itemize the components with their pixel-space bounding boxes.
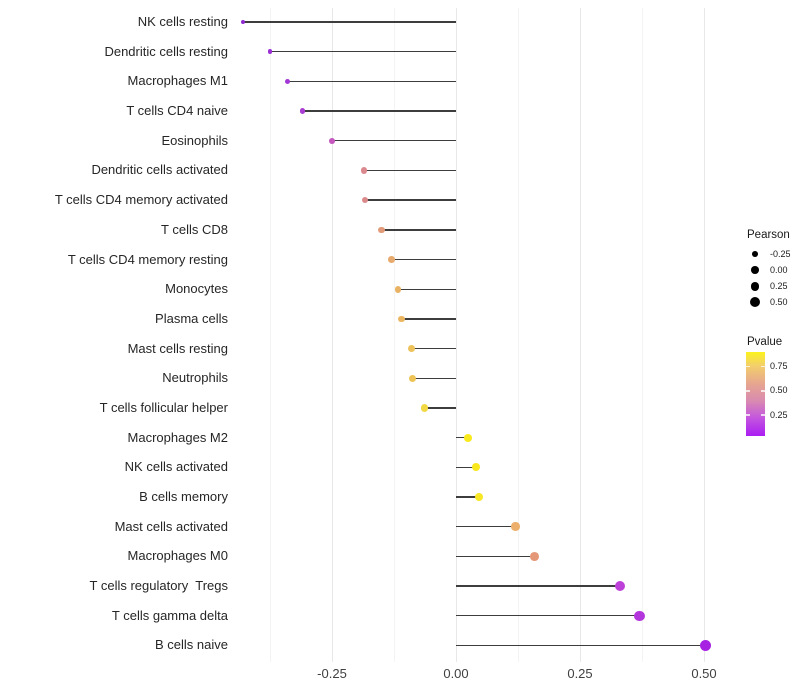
y-axis-label: Eosinophils bbox=[161, 132, 229, 148]
lollipop-stem bbox=[332, 140, 456, 142]
lollipop-dot bbox=[284, 78, 290, 84]
lollipop-dot bbox=[362, 197, 369, 204]
y-axis-label: Macrophages M1 bbox=[127, 73, 228, 89]
lollipop-dot bbox=[699, 639, 712, 652]
lollipop-dot bbox=[471, 463, 480, 472]
y-axis-label: Dendritic cells resting bbox=[104, 43, 228, 59]
pvalue-colorbar-tick bbox=[761, 414, 765, 416]
y-axis-label: Mast cells resting bbox=[127, 340, 228, 356]
lollipop-dot bbox=[408, 345, 416, 353]
lollipop-stem bbox=[456, 526, 516, 528]
lollipop-stem bbox=[411, 347, 456, 350]
lollipop-dot bbox=[474, 493, 483, 501]
pvalue-colorbar-tick bbox=[746, 414, 750, 416]
lollipop-stem bbox=[424, 407, 456, 409]
pvalue-colorbar-tick bbox=[761, 365, 765, 368]
lollipop-stem bbox=[456, 585, 620, 587]
legend-pearson-dot bbox=[752, 251, 758, 258]
legend-pearson-label: -0.25 bbox=[770, 248, 791, 259]
y-axis-label: B cells memory bbox=[139, 489, 228, 505]
pvalue-colorbar-tick bbox=[746, 365, 750, 368]
lollipop-dot bbox=[398, 315, 405, 323]
legend-pearson-title: Pearson bbox=[747, 229, 790, 241]
lollipop-stem bbox=[287, 80, 456, 83]
lollipop-stem bbox=[456, 615, 640, 617]
gridline-major bbox=[455, 8, 457, 662]
lollipop-dot bbox=[378, 226, 385, 234]
lollipop-stem bbox=[365, 199, 456, 201]
lollipop-stem bbox=[456, 436, 468, 439]
y-axis-label: T cells regulatory Tregs bbox=[89, 578, 228, 594]
y-axis-label: Macrophages M0 bbox=[127, 548, 228, 564]
y-axis-label: T cells follicular helper bbox=[99, 399, 228, 415]
y-axis-label: T cells CD4 memory resting bbox=[67, 251, 228, 267]
y-axis-label: T cells CD4 naive bbox=[126, 103, 228, 119]
pvalue-colorbar-tick bbox=[746, 390, 750, 392]
y-axis-label: T cells CD8 bbox=[161, 221, 228, 237]
lollipop-stem bbox=[412, 377, 456, 379]
lollipop-stem bbox=[364, 169, 456, 172]
lollipop-stem bbox=[401, 318, 456, 320]
x-tick-label: 0.00 bbox=[443, 666, 469, 681]
lollipop-dot bbox=[614, 581, 625, 592]
lollipop-stem bbox=[391, 258, 456, 261]
legend-pearson-dot bbox=[751, 266, 759, 275]
gridline-minor bbox=[269, 8, 271, 662]
pvalue-colorbar-tick bbox=[761, 390, 765, 392]
y-axis-label: Monocytes bbox=[165, 281, 228, 297]
gridline-major bbox=[331, 8, 333, 662]
lollipop-stem bbox=[270, 50, 456, 53]
lollipop-dot bbox=[409, 374, 417, 382]
lollipop-stem bbox=[302, 110, 456, 112]
legend-pvalue-title: Pvalue bbox=[747, 336, 783, 348]
lollipop-stem bbox=[456, 466, 476, 469]
y-axis-label: T cells CD4 memory activated bbox=[54, 192, 228, 208]
lollipop-dot bbox=[529, 552, 539, 561]
gridline-minor bbox=[641, 8, 643, 662]
lollipop-dot bbox=[240, 19, 245, 25]
y-axis-label: Macrophages M2 bbox=[127, 429, 228, 445]
lollipop-dot bbox=[299, 108, 305, 114]
y-axis-label: NK cells activated bbox=[124, 459, 228, 475]
x-tick-label: 0.50 bbox=[691, 666, 717, 681]
lollipop-stem bbox=[242, 21, 456, 23]
legend-pearson-dot bbox=[750, 281, 760, 291]
lollipop-dot bbox=[361, 167, 368, 174]
legend-pvalue-tick-label: 0.25 bbox=[770, 409, 788, 420]
y-axis-label: T cells gamma delta bbox=[111, 607, 228, 623]
y-axis-label: Neutrophils bbox=[162, 370, 228, 386]
gridline-major bbox=[579, 8, 581, 662]
y-axis-label: Dendritic cells activated bbox=[91, 162, 228, 178]
lollipop-dot bbox=[511, 522, 520, 531]
lollipop-stem bbox=[456, 555, 535, 558]
legend-pearson-dot bbox=[750, 297, 760, 308]
legend-pvalue-tick-label: 0.75 bbox=[770, 361, 788, 372]
gridline-minor bbox=[517, 8, 519, 662]
x-tick-label: -0.25 bbox=[317, 666, 347, 681]
lollipop-stem bbox=[456, 644, 706, 647]
lollipop-stem bbox=[397, 288, 456, 290]
y-axis-label: Mast cells activated bbox=[114, 518, 228, 534]
gridline-major bbox=[703, 8, 705, 662]
lollipop-dot bbox=[421, 404, 429, 412]
lollipop-dot bbox=[394, 285, 402, 293]
legend-pearson-label: 0.50 bbox=[770, 296, 788, 307]
legend-pvalue-tick-label: 0.50 bbox=[770, 385, 788, 396]
lollipop-stem bbox=[456, 496, 479, 498]
y-axis-label: B cells naive bbox=[155, 637, 228, 653]
y-axis-label: Plasma cells bbox=[155, 310, 228, 326]
legend-pearson-label: 0.25 bbox=[770, 280, 788, 291]
lollipop-dot bbox=[388, 256, 395, 263]
lollipop-dot bbox=[464, 433, 472, 442]
y-axis-label: NK cells resting bbox=[137, 14, 228, 29]
gridline-minor bbox=[393, 8, 395, 662]
lollipop-stem bbox=[381, 229, 456, 231]
x-tick-label: 0.25 bbox=[567, 666, 593, 681]
lollipop-dot bbox=[634, 610, 645, 621]
lollipop-dot bbox=[267, 49, 273, 55]
legend-pearson-label: 0.00 bbox=[770, 264, 788, 275]
pvalue-colorbar bbox=[746, 352, 765, 436]
lollipop-dot bbox=[329, 137, 335, 144]
